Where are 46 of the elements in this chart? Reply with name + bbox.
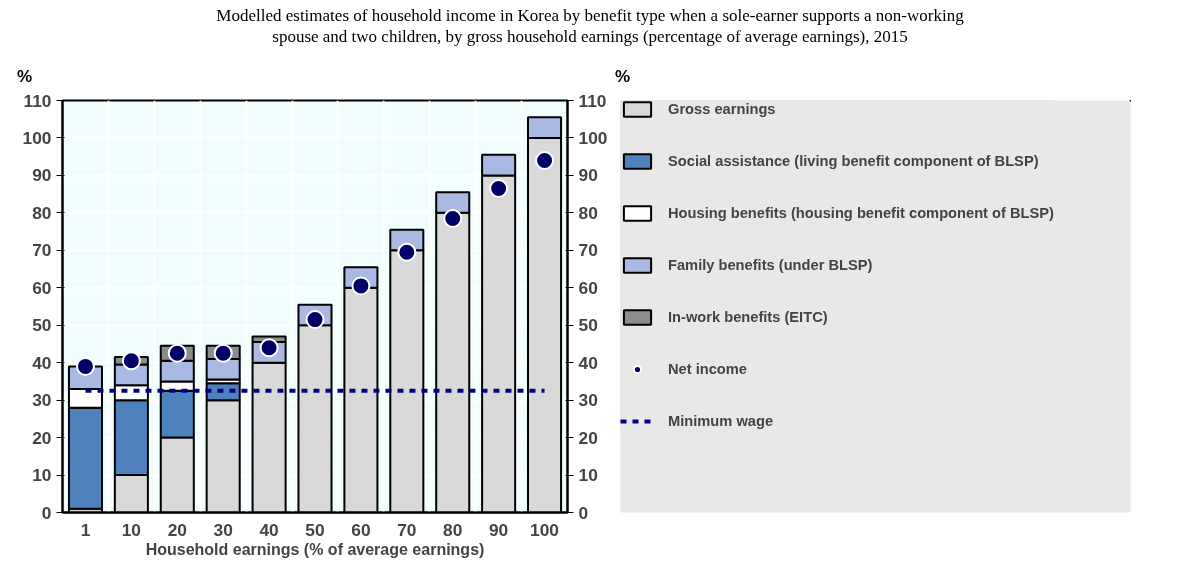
legend-label: Housing benefits (housing benefit component of BLSP) (668, 205, 1054, 221)
y2-tick-label: 10 (578, 465, 598, 486)
x-tick-label: 20 (167, 519, 187, 540)
chart-title: Modelled estimates of household income in Korea by benefit type when a sole-earner supports a non-working spouse and two children, by gross household earnings (percentage of average earnings), 2015 (216, 5, 964, 47)
legend-label: Social assistance (living benefit component of BLSP) (668, 153, 1039, 169)
x-tick-label: 100 (530, 519, 560, 540)
x-tick-label: 60 (351, 519, 371, 540)
x-tick-label: 50 (305, 519, 325, 540)
legend-label: Minimum wage (668, 413, 774, 429)
x-axis-title: Household earnings (% of average earnings) (145, 540, 485, 558)
y2-tick-label: 80 (578, 202, 598, 223)
x-tick-label: 30 (213, 519, 233, 540)
y2-tick-label: 30 (578, 390, 598, 411)
y-tick-label: 40 (32, 352, 52, 373)
y2-tick-label: 40 (578, 352, 598, 373)
y2-tick-label: 20 (578, 427, 598, 448)
y2-tick-label: 110 (578, 90, 607, 111)
y2-tick-label: 100 (578, 127, 608, 148)
x-tick-label: 70 (397, 519, 417, 540)
legend-label: Gross earnings (668, 101, 776, 117)
y2-tick-label: 60 (578, 277, 598, 298)
legend-label: Net income (668, 361, 747, 377)
y-tick-label: 90 (32, 165, 52, 186)
legend-label: Family benefits (under BLSP) (668, 257, 873, 273)
y-tick-label: 20 (32, 427, 52, 448)
y2-tick-label: 50 (578, 315, 598, 336)
y-tick-label: 70 (32, 240, 52, 261)
y-tick-label: 0 (41, 502, 52, 523)
y2-tick-label: 90 (578, 165, 598, 186)
y-tick-label: 80 (32, 202, 52, 223)
x-tick-label: 1 (80, 519, 91, 540)
x-tick-label: 10 (121, 519, 142, 540)
x-tick-label: 40 (259, 519, 279, 540)
legend-label: In-work benefits (EITC) (668, 309, 828, 325)
y2-tick-label: 0 (578, 502, 589, 523)
y-axis-title: % (17, 66, 33, 88)
y-tick-label: 30 (32, 390, 52, 411)
y2-tick-label: 70 (578, 240, 598, 261)
y-tick-label: 100 (22, 127, 52, 148)
y-tick-label: 60 (32, 277, 52, 298)
y-tick-label: 10 (32, 465, 52, 486)
x-tick-label: 80 (443, 519, 463, 540)
y2-axis-title: % (615, 66, 631, 88)
y-tick-label: 50 (32, 315, 52, 336)
y-tick-label: 110 (23, 90, 52, 111)
x-tick-label: 90 (489, 519, 509, 540)
